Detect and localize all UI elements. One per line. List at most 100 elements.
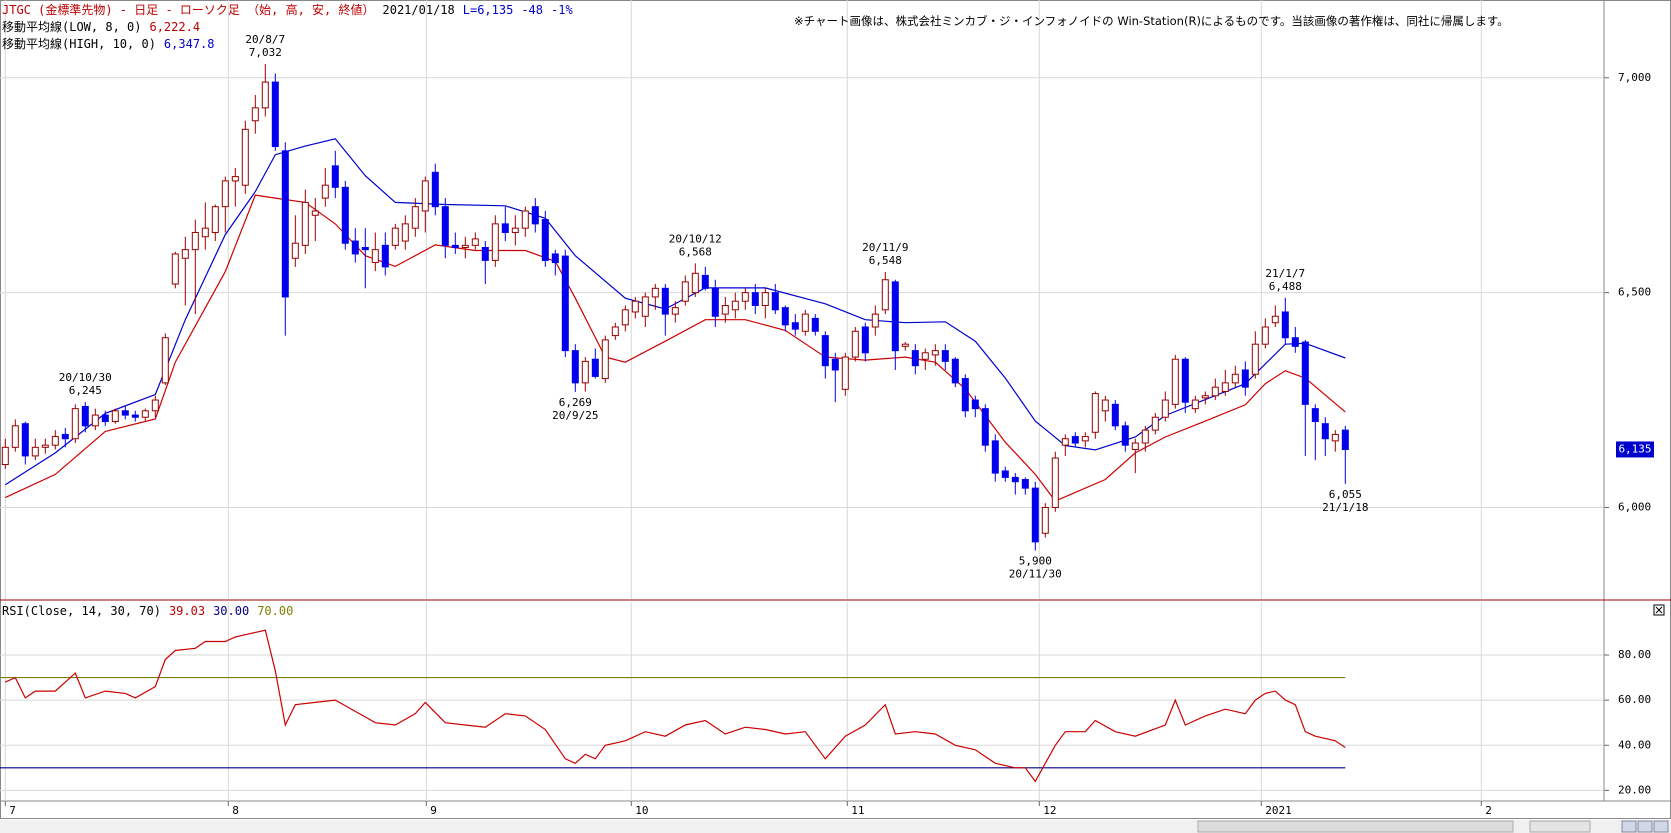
chart-title: JTGC (金標準先物) - 日足 - ローソク足 （始, 高, 安, 終値） (2, 3, 375, 17)
annotation-date: 20/11/9 (862, 241, 908, 254)
candle-body (861, 326, 869, 354)
candle-body (741, 292, 749, 302)
candle-body (841, 356, 849, 390)
candle-body (191, 231, 199, 251)
candle-body (761, 292, 769, 307)
candle-body (361, 247, 369, 251)
candle-body (1031, 487, 1039, 543)
candle-body (1191, 399, 1199, 410)
candle-body (311, 210, 319, 216)
change-pct: -1% (551, 3, 573, 17)
candle-body (291, 242, 299, 259)
x-tick-label: 9 (430, 804, 437, 817)
candle-body (711, 287, 719, 317)
candle-body (931, 350, 939, 356)
candle-body (1301, 341, 1309, 405)
candle-body (811, 317, 819, 332)
legend-value: 39.03 (168, 604, 206, 618)
candle-body (441, 206, 449, 246)
candle-body (201, 227, 209, 238)
annotation-price: 6,488 (1269, 280, 1302, 293)
candle-body (251, 107, 259, 122)
close-icon (1655, 606, 1663, 614)
candle-body (701, 274, 709, 289)
candle-body (31, 446, 39, 457)
candle-body (891, 281, 899, 352)
candle-body (1091, 393, 1099, 433)
candle-body (1321, 423, 1329, 440)
candle-body (1281, 311, 1289, 339)
candle-body (1161, 399, 1169, 418)
candle-body (221, 180, 229, 208)
candle-body (1131, 442, 1139, 450)
annotation-price: 5,900 (1019, 554, 1052, 567)
candle-body (11, 425, 19, 448)
candle-body (111, 410, 119, 423)
candle-body (481, 247, 489, 261)
candle-body (91, 414, 99, 427)
candle-body (1331, 433, 1339, 442)
candle-body (211, 206, 219, 233)
candle-body (651, 287, 659, 298)
candle-body (421, 180, 429, 212)
candle-body (1231, 373, 1239, 384)
candle-body (541, 219, 549, 261)
candle-body (551, 253, 559, 264)
legend-value: 30.00 (213, 604, 250, 618)
candle-body (1201, 395, 1209, 399)
candle-body (821, 335, 829, 367)
candle-body (1241, 369, 1249, 388)
candle-body (681, 281, 689, 302)
candle-body (781, 307, 789, 326)
candle-body (161, 337, 169, 384)
candle-body (981, 408, 989, 446)
candle-body (1001, 470, 1009, 478)
candle-body (721, 305, 729, 315)
change: -48 (521, 3, 544, 17)
x-tick-label: 2021 (1265, 804, 1292, 817)
candle-body (431, 171, 439, 208)
scrollbar-thumb[interactable] (1197, 820, 1514, 833)
candle-body (401, 223, 409, 242)
last-price-label: 6,135 (1618, 442, 1651, 455)
candle-body (971, 399, 979, 410)
zoom-slider[interactable] (1529, 820, 1591, 833)
annotation-price: 7,032 (249, 46, 282, 59)
candle-body (61, 433, 69, 440)
candle-body (771, 292, 779, 311)
candle-body (911, 350, 919, 367)
candle-body (611, 326, 619, 337)
toolbar-button[interactable] (1621, 820, 1637, 833)
annotation-price: 6,548 (869, 254, 902, 267)
y-tick-label: 6,000 (1618, 500, 1651, 513)
toolbar-button[interactable] (1653, 820, 1669, 833)
candle-body (351, 240, 359, 255)
candle-body (1311, 408, 1319, 423)
candle-body (21, 423, 29, 457)
candle-body (1121, 425, 1129, 446)
annotation-price: 6,245 (69, 384, 102, 397)
candle-body (491, 223, 499, 261)
candle-body (1291, 337, 1299, 347)
candle-body (1271, 315, 1279, 324)
annotation-date: 21/1/18 (1322, 501, 1368, 514)
candle-body (1101, 399, 1109, 412)
candle-body (961, 378, 969, 412)
toolbar-button[interactable] (1637, 820, 1653, 833)
candle-body (1011, 476, 1019, 483)
annotation-price: 6,269 (559, 396, 592, 409)
candle-body (591, 358, 599, 377)
candle-body (1261, 326, 1269, 345)
candle-body (151, 399, 159, 412)
legend-label: 移動平均線(LOW, 8, 0) (2, 20, 142, 34)
candle-body (871, 313, 879, 328)
legend-entry: 移動平均線(HIGH, 10, 0) 6,347.8 (2, 36, 223, 52)
header-line: JTGC (金標準先物) - 日足 - ローソク足 （始, 高, 安, 終値） 2… (2, 2, 581, 18)
candle-body (521, 210, 529, 229)
last-price-box (1616, 441, 1654, 458)
candle-body (1171, 358, 1179, 405)
candle-body (1211, 386, 1219, 397)
candle-body (1051, 457, 1059, 508)
